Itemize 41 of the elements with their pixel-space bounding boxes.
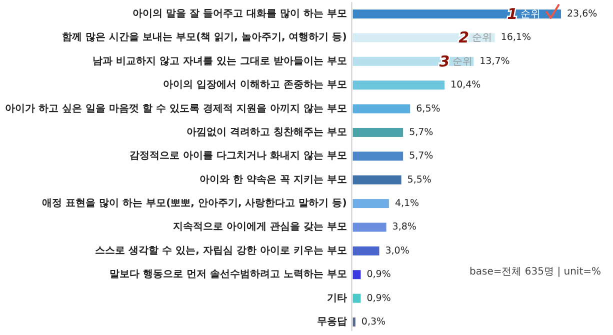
bar [352, 104, 410, 114]
y-tick-label: 무응답 [316, 316, 347, 328]
data-label: 3,8% [392, 222, 416, 233]
y-tick-label: 말보다 행동으로 먼저 솔선수범하려고 노력하는 부모 [109, 269, 347, 280]
bar [352, 80, 445, 90]
y-tick-label: 아낌없이 격려하고 칭찬해주는 부모 [186, 126, 347, 138]
data-label: 0,9% [366, 269, 391, 280]
data-label: 0,3% [361, 316, 386, 328]
data-label: 5,7% [409, 126, 434, 138]
y-tick-label: 지속적으로 아이에게 관심을 갖는 부모 [172, 222, 347, 233]
bar [352, 318, 356, 326]
y-tick-label: 스스로 생각할 수 있는, 자립심 강한 아이로 키우는 부모 [95, 245, 347, 256]
y-tick-label: 아이의 입장에서 이해하고 존중하는 부모 [162, 80, 347, 91]
data-label: 16,1% [500, 32, 532, 44]
y-tick-label: 아이의 말을 잘 들어주고 대화를 많이 하는 부모 [132, 8, 347, 20]
bar [352, 175, 402, 184]
bar [352, 246, 380, 256]
data-label: 4,1% [394, 198, 420, 210]
bar [352, 222, 386, 232]
bar [352, 128, 404, 137]
data-label: 0,9% [366, 292, 391, 304]
data-label: 6,5% [416, 103, 440, 114]
bar [352, 270, 361, 280]
y-tick-label: 함께 많은 시간을 보내는 부모(책 읽기, 놀아주기, 여행하기 등) [62, 32, 347, 44]
data-label: 5,5% [407, 174, 432, 186]
data-label: 3,0% [385, 245, 410, 256]
bar [352, 152, 404, 161]
y-tick-label: 남과 비교하지 않고 자녀를 있는 그대로 받아들이는 부모 [92, 56, 347, 67]
bar [352, 294, 361, 303]
y-tick-label: 아이가 하고 싶은 일을 마음껏 할 수 있도록 경제적 지원을 아끼지 않는 부모 [5, 103, 347, 114]
data-label: 5,7% [409, 150, 434, 162]
bar [352, 199, 389, 208]
y-tick-label: 애정 표현을 많이 하는 부모(뽀뽀, 안아주기, 사랑한다고 말하기 등) [42, 198, 347, 210]
data-label: 10,4% [450, 80, 481, 91]
y-tick-label: 기타 [326, 292, 347, 304]
y-tick-label: 아이와 한 약속은 꼭 지키는 부모 [199, 174, 347, 186]
y-tick-label: 감정적으로 아이를 다그치거나 화내지 않는 부모 [129, 150, 347, 162]
data-label: 13,7% [480, 56, 510, 67]
bar [352, 10, 561, 18]
data-label: 23,6% [567, 8, 598, 20]
annotation: base=전체 635명 | unit=% [470, 266, 601, 278]
